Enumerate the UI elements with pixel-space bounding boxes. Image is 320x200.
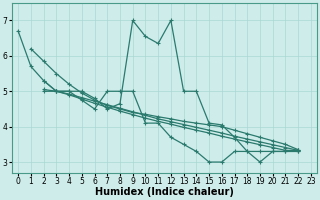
- X-axis label: Humidex (Indice chaleur): Humidex (Indice chaleur): [95, 187, 234, 197]
